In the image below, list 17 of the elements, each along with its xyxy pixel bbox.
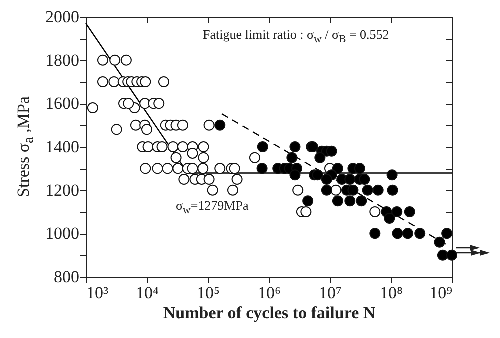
x-axis-title: Number of cycles to failure N: [163, 304, 376, 322]
y-tick-label: 1000: [46, 224, 80, 244]
x-tick-label: 10⁸: [380, 284, 404, 302]
y-tick-label: 1400: [46, 138, 80, 156]
x-tick-label: 10⁴: [136, 284, 160, 302]
y-tick-label: 2000: [46, 8, 80, 26]
x-tick-label: 10⁷: [319, 284, 342, 302]
x-tick-label: 10⁶: [258, 284, 282, 302]
y-tick-label: 1600: [46, 94, 80, 114]
y-tick-label: 800: [54, 268, 80, 286]
y-tick-label: 1800: [46, 50, 80, 70]
annotation: σ$_{w}$=1279MPa: [176, 198, 249, 217]
x-tick-label: 10³: [86, 284, 109, 302]
y-tick-label: 1200: [46, 180, 80, 200]
annotation: Fatigue limit ratio : σ$_{w}$ / σ$_{B}$ = 0.552: [203, 27, 390, 46]
x-tick-label: 10⁹: [430, 284, 453, 302]
x-tick-label: 10⁵: [197, 284, 220, 302]
